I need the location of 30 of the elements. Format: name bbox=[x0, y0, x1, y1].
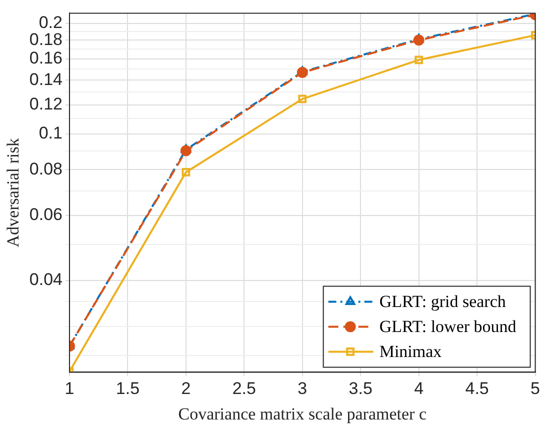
y-tick-label: 0.16 bbox=[29, 48, 62, 68]
point bbox=[182, 168, 190, 176]
y-tick-label: 0.08 bbox=[29, 159, 62, 178]
x-tick-label: 5 bbox=[530, 379, 540, 398]
y-tick-label: 0.18 bbox=[29, 30, 62, 49]
y-tick-label: 0.04 bbox=[29, 270, 62, 289]
y-tick-label: 0.12 bbox=[29, 94, 62, 114]
point bbox=[296, 66, 308, 78]
legend-label: GLRT: lower bound bbox=[379, 317, 517, 336]
point bbox=[181, 144, 191, 153]
x-tick-label: 4.5 bbox=[465, 379, 489, 398]
legend-label: Minimax bbox=[379, 342, 442, 362]
x-tick-label: 4 bbox=[414, 379, 424, 398]
x-tick-label: 3.5 bbox=[348, 379, 372, 398]
y-axis-title: Adversarial risk bbox=[4, 138, 23, 248]
x-tick-label: 3 bbox=[298, 379, 308, 398]
y-tick-label: 0.1 bbox=[38, 124, 62, 143]
point bbox=[298, 94, 307, 104]
x-axis-title: Covariance matrix scale parameter c bbox=[178, 404, 427, 424]
point bbox=[413, 34, 424, 46]
x-tick-label: 2.5 bbox=[232, 379, 256, 398]
y-tick-label: 0.06 bbox=[29, 205, 62, 224]
point bbox=[180, 145, 192, 156]
y-tick-label: 0.2 bbox=[38, 12, 62, 32]
point bbox=[414, 56, 424, 64]
x-tick-label: 1.5 bbox=[116, 379, 140, 398]
legend-label: GLRT: grid search bbox=[379, 292, 506, 312]
x-tick-label: 1 bbox=[64, 379, 74, 398]
y-tick-label: 0.14 bbox=[29, 70, 62, 89]
x-tick-label: 2 bbox=[181, 379, 191, 398]
